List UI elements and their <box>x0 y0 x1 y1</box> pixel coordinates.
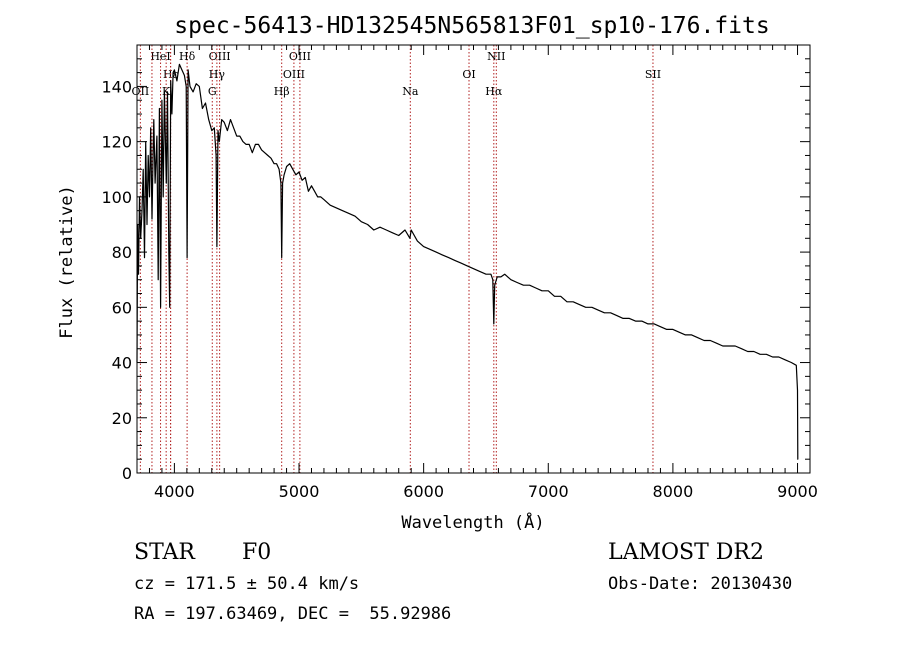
x-tick-label-8000: 8000 <box>653 482 694 501</box>
object-class: STAR <box>134 540 195 565</box>
plot-frame <box>136 44 811 474</box>
line-label-nii: NII <box>487 50 505 63</box>
x-tick-label-7000: 7000 <box>528 482 569 501</box>
line-label-hb: Hβ <box>274 85 290 98</box>
line-label-k: K <box>162 85 171 98</box>
y-axis-label: Flux (relative) <box>57 185 77 339</box>
x-tick-label-9000: 9000 <box>777 482 818 501</box>
x-axis-label: Wavelength (Å) <box>401 511 544 533</box>
x-tick-label-6000: 6000 <box>403 482 444 501</box>
object-subclass: F0 <box>242 540 272 565</box>
line-label-oiii-4959: OIII <box>283 68 305 81</box>
line-label-oii: OII <box>132 85 150 98</box>
y-tick-label-20: 20 <box>112 409 132 428</box>
axes: 4000 5000 6000 7000 8000 9000 0 20 40 60 80 100 120 1… <box>101 44 818 501</box>
line-label-oiii-4363: OIII <box>209 50 231 63</box>
redshift-cz: cz = 171.5 ± 50.4 km/s <box>134 574 360 594</box>
line-label-sii: SII <box>645 68 661 81</box>
line-label-hei: HeI <box>150 50 170 63</box>
y-tick-label-140: 140 <box>101 77 132 96</box>
y-tick-label-80: 80 <box>112 243 132 262</box>
y-tick-label-100: 100 <box>101 188 132 207</box>
x-tick-label-4000: 4000 <box>154 482 195 501</box>
y-tick-label-40: 40 <box>112 354 132 373</box>
line-label-hd: Hδ <box>179 50 196 63</box>
y-tick-label-60: 60 <box>112 298 132 317</box>
coordinates: RA = 197.63469, DEC = 55.92986 <box>134 604 452 624</box>
observation-date: Obs-Date: 20130430 <box>608 574 793 594</box>
survey-name: LAMOST DR2 <box>608 540 764 565</box>
y-tick-label-120: 120 <box>101 133 132 152</box>
line-label-g: G <box>208 85 217 98</box>
line-label-hg: Hγ <box>209 68 226 81</box>
chart-title: spec-56413-HD132545N565813F01_sp10-176.f… <box>174 13 769 39</box>
line-label-na: Na <box>402 85 419 98</box>
spectrum-line <box>136 63 799 460</box>
x-tick-label-5000: 5000 <box>279 482 320 501</box>
line-label-ha: Hα <box>485 85 503 98</box>
line-label-oi: OI <box>462 68 475 81</box>
line-label-oiii-5007: OIII <box>289 50 311 63</box>
y-tick-label-0: 0 <box>122 464 132 483</box>
